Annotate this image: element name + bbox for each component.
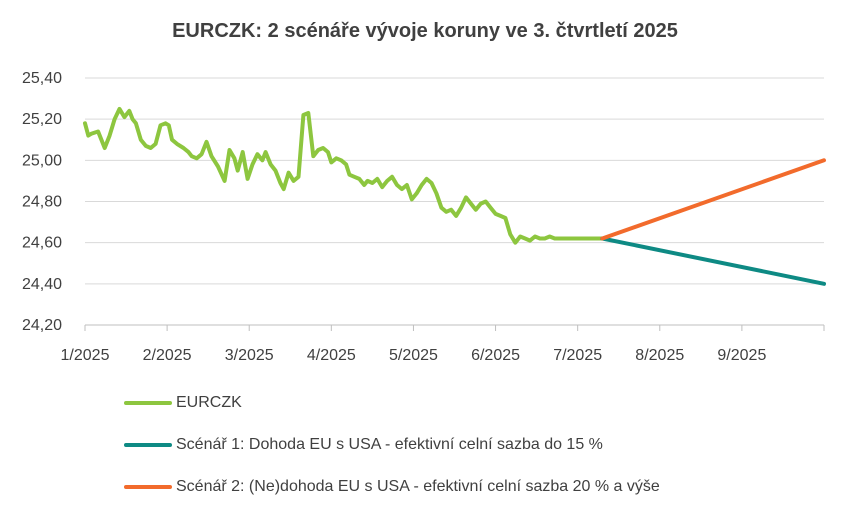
legend-swatch-scenario-1 bbox=[124, 443, 172, 447]
y-tick-label: 25,00 bbox=[22, 152, 62, 169]
legend-item-scenario-1: Scénář 1: Dohoda EU s USA - efektivní ce… bbox=[124, 424, 660, 466]
y-tick-label: 24,20 bbox=[22, 317, 62, 334]
legend-swatch-scenario-2 bbox=[124, 485, 172, 489]
x-tick-label: 1/2025 bbox=[61, 347, 110, 364]
legend-item-eurczk: EURCZK bbox=[124, 382, 660, 424]
y-axis: 25,40 25,20 25,00 24,80 24,60 24,40 24,20 bbox=[22, 70, 62, 334]
legend: EURCZK Scénář 1: Dohoda EU s USA - efekt… bbox=[124, 382, 660, 508]
legend-label-scenario-2: Scénář 2: (Ne)dohoda EU s USA - efektivn… bbox=[176, 478, 660, 495]
legend-label-scenario-1: Scénář 1: Dohoda EU s USA - efektivní ce… bbox=[176, 436, 603, 453]
legend-item-scenario-2: Scénář 2: (Ne)dohoda EU s USA - efektivn… bbox=[124, 466, 660, 508]
x-tick-label: 9/2025 bbox=[717, 347, 766, 364]
chart-title: EURCZK: 2 scénáře vývoje koruny ve 3. čt… bbox=[172, 20, 678, 42]
legend-swatch-eurczk bbox=[124, 401, 172, 405]
x-tick-label: 2/2025 bbox=[143, 347, 192, 364]
x-tick-label: 7/2025 bbox=[553, 347, 602, 364]
x-tick-label: 4/2025 bbox=[307, 347, 356, 364]
x-tick-label: 5/2025 bbox=[389, 347, 438, 364]
y-tick-label: 25,40 bbox=[22, 70, 62, 87]
series-scenario-2-line bbox=[600, 158, 826, 241]
legend-label-eurczk: EURCZK bbox=[176, 394, 242, 411]
x-tick-label: 8/2025 bbox=[635, 347, 684, 364]
x-tick-label: 3/2025 bbox=[225, 347, 274, 364]
y-tick-label: 24,60 bbox=[22, 235, 62, 252]
y-tick-label: 24,80 bbox=[22, 194, 62, 211]
series-scenario-1-line bbox=[600, 236, 826, 286]
y-tick-label: 25,20 bbox=[22, 111, 62, 128]
x-axis: 1/2025 2/2025 3/2025 4/2025 5/2025 6/2025 7/20… bbox=[61, 324, 825, 364]
x-tick-label: 6/2025 bbox=[471, 347, 520, 364]
series-eurczk-line bbox=[83, 106, 606, 245]
series-lines bbox=[83, 106, 826, 286]
y-tick-label: 24,40 bbox=[22, 276, 62, 293]
